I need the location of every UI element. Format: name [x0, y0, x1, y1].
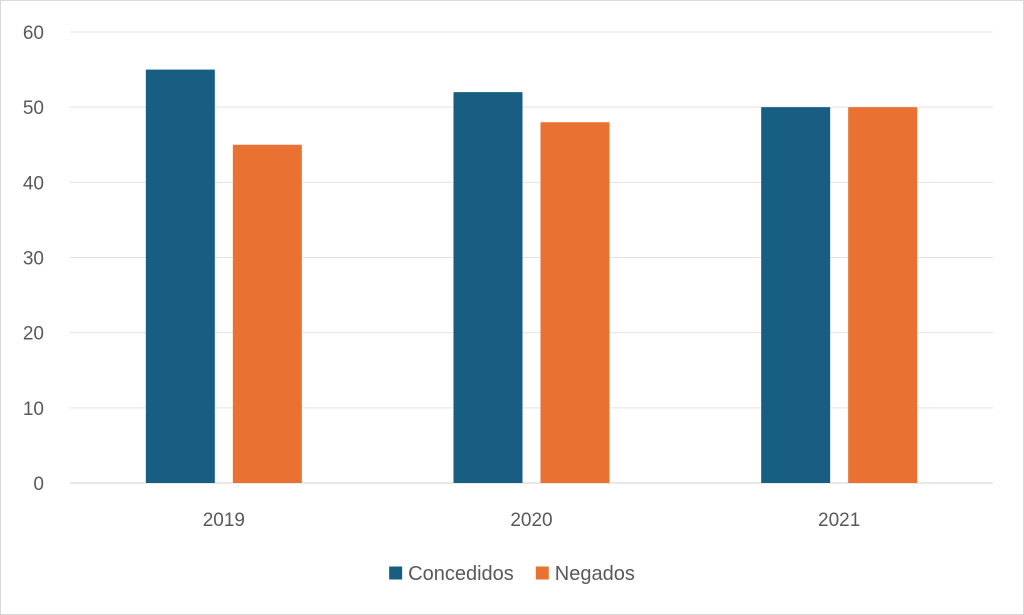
legend: Concedidos Negados [389, 563, 635, 585]
bar-concedidos-2021 [761, 107, 831, 484]
gridlines [70, 31, 993, 484]
bar-concedidos-2019 [145, 69, 215, 483]
x-axis-ticks: 2019 2020 2021 [203, 510, 861, 531]
y-tick-label: 50 [23, 98, 44, 119]
y-tick-label: 40 [23, 173, 44, 194]
legend-swatch-concedidos [389, 566, 403, 580]
x-tick-label: 2020 [510, 510, 552, 531]
legend-label-negados: Negados [555, 563, 635, 585]
x-tick-label: 2021 [818, 510, 860, 531]
x-tick-label: 2019 [203, 510, 245, 531]
bar-concedidos-2020 [453, 92, 523, 483]
legend-swatch-negados [535, 566, 549, 580]
y-axis-ticks: 0 10 20 30 40 50 60 [23, 23, 44, 495]
y-tick-label: 60 [23, 23, 44, 44]
bar-negados-2019 [232, 144, 302, 483]
y-tick-label: 20 [23, 324, 44, 345]
y-tick-label: 30 [23, 249, 44, 270]
bars [145, 69, 918, 484]
legend-label-concedidos: Concedidos [408, 563, 514, 585]
bar-negados-2021 [848, 107, 918, 484]
y-tick-label: 0 [33, 474, 44, 495]
bar-negados-2020 [540, 122, 610, 483]
y-tick-label: 10 [23, 399, 44, 420]
